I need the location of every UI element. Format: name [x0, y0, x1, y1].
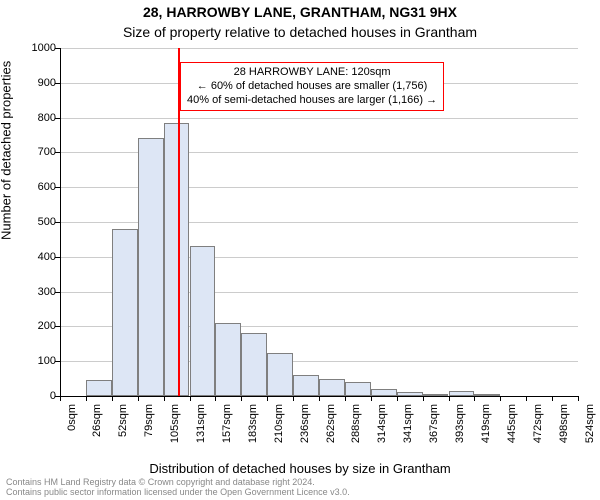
y-axis-label: Number of detached properties	[0, 61, 14, 240]
x-tick-label: 26sqm	[91, 404, 103, 454]
histogram-bar	[190, 246, 216, 396]
histogram-bar	[267, 353, 293, 397]
x-tick-label: 131sqm	[195, 404, 207, 454]
x-tick-label: 419sqm	[480, 404, 492, 454]
x-tick-label: 367sqm	[428, 404, 440, 454]
x-tick-label: 314sqm	[376, 404, 388, 454]
gridline	[60, 118, 578, 119]
x-tick-label: 105sqm	[169, 404, 181, 454]
y-tick-label: 1000	[32, 42, 60, 54]
x-tick-label: 524sqm	[584, 404, 596, 454]
y-tick-label: 600	[38, 181, 60, 193]
histogram-bar	[319, 379, 345, 396]
x-axis-label: Distribution of detached houses by size …	[0, 461, 600, 476]
histogram-bar	[371, 389, 397, 396]
x-tick-label: 236sqm	[299, 404, 311, 454]
histogram-bar	[241, 333, 267, 396]
x-tick-label: 52sqm	[117, 404, 129, 454]
annotation-line: 40% of semi-detached houses are larger (…	[187, 94, 437, 108]
x-tick-label: 498sqm	[558, 404, 570, 454]
histogram-bar	[345, 382, 371, 396]
x-tick-label: 341sqm	[402, 404, 414, 454]
y-tick-label: 900	[38, 77, 60, 89]
annotation-line: ← 60% of detached houses are smaller (1,…	[187, 80, 437, 94]
histogram-bar	[293, 375, 319, 396]
y-axis-line	[60, 48, 61, 396]
x-tick-label: 288sqm	[350, 404, 362, 454]
chart-subtitle: Size of property relative to detached ho…	[0, 24, 600, 40]
y-tick-label: 300	[38, 286, 60, 298]
y-tick-label: 500	[38, 216, 60, 228]
x-tick-label: 157sqm	[221, 404, 233, 454]
gridline	[60, 48, 578, 49]
footer-line-2: Contains public sector information licen…	[6, 488, 350, 498]
histogram-bar	[112, 229, 138, 396]
x-tick-label: 183sqm	[247, 404, 259, 454]
histogram-bar	[138, 138, 164, 396]
chart-container: { "header": { "title1": "28, HARROWBY LA…	[0, 0, 600, 500]
x-tick-label: 393sqm	[454, 404, 466, 454]
plot-area: 010020030040050060070080090010000sqm26sq…	[60, 48, 578, 396]
histogram-bar	[215, 323, 241, 396]
y-tick-label: 0	[50, 390, 60, 402]
histogram-bar	[86, 380, 112, 396]
x-tick-label: 210sqm	[273, 404, 285, 454]
y-tick-label: 100	[38, 355, 60, 367]
y-tick-label: 200	[38, 320, 60, 332]
x-tick-label: 262sqm	[325, 404, 337, 454]
x-tick-label: 472sqm	[532, 404, 544, 454]
histogram-bar	[164, 123, 190, 396]
x-tick-label: 79sqm	[143, 404, 155, 454]
x-tick-label: 0sqm	[66, 404, 78, 454]
x-tick-label: 445sqm	[506, 404, 518, 454]
footer-attribution: Contains HM Land Registry data © Crown c…	[6, 478, 350, 498]
chart-title-address: 28, HARROWBY LANE, GRANTHAM, NG31 9HX	[0, 4, 600, 20]
y-tick-label: 800	[38, 112, 60, 124]
property-annotation-box: 28 HARROWBY LANE: 120sqm← 60% of detache…	[180, 62, 444, 111]
y-tick-label: 700	[38, 146, 60, 158]
y-tick-label: 400	[38, 251, 60, 263]
annotation-line: 28 HARROWBY LANE: 120sqm	[187, 66, 437, 80]
